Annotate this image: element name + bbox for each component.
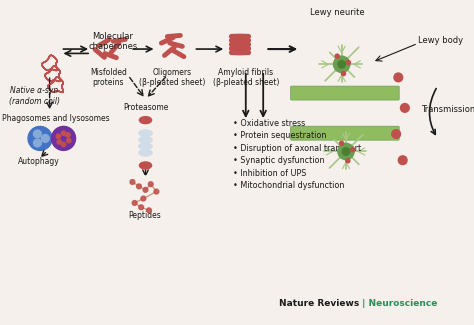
Text: Lewy body: Lewy body [418,35,463,45]
Circle shape [62,142,66,147]
Circle shape [34,139,41,147]
Circle shape [139,205,144,210]
Ellipse shape [138,149,153,156]
Text: Native α-syn
(random coil): Native α-syn (random coil) [9,86,60,106]
Text: Molecular
chaperones: Molecular chaperones [88,32,137,51]
Ellipse shape [52,126,75,150]
FancyArrowPatch shape [429,88,436,134]
Circle shape [143,188,148,192]
Ellipse shape [139,162,152,169]
Circle shape [56,134,61,138]
Text: Amyloid fibrils
(β-pleated sheet): Amyloid fibrils (β-pleated sheet) [212,68,279,87]
Text: • Oxidative stress
• Protein sequestration
• Disruption of axonal transport
• Sy: • Oxidative stress • Protein sequestrati… [233,119,361,190]
Circle shape [346,60,350,64]
FancyBboxPatch shape [291,126,399,140]
Text: Peptides: Peptides [128,211,161,220]
Text: Nature Reviews: Nature Reviews [279,299,359,308]
Text: Transmission: Transmission [421,105,474,114]
Circle shape [148,182,153,187]
Circle shape [62,131,66,136]
Circle shape [130,180,135,184]
Circle shape [338,60,346,68]
Ellipse shape [138,136,153,143]
Text: | Neuroscience: | Neuroscience [359,299,438,308]
Circle shape [41,135,49,142]
Text: Lewy neurite: Lewy neurite [310,8,365,18]
Circle shape [346,159,350,163]
Circle shape [154,189,159,194]
Circle shape [338,143,354,160]
Circle shape [334,56,350,72]
FancyBboxPatch shape [291,86,399,100]
Circle shape [137,184,141,189]
Text: Autophagy: Autophagy [18,157,60,166]
Circle shape [34,130,41,138]
Text: Misfolded
proteins: Misfolded proteins [90,68,127,87]
Ellipse shape [138,130,153,137]
Text: Phagosomes and lysosomes: Phagosomes and lysosomes [2,114,110,124]
Circle shape [132,201,137,205]
Circle shape [342,148,350,155]
Text: Oligomers
(β-pleated sheet): Oligomers (β-pleated sheet) [139,68,206,87]
Circle shape [66,133,70,137]
Circle shape [401,104,409,112]
Circle shape [351,148,355,152]
Circle shape [339,141,344,145]
Ellipse shape [138,143,153,150]
Circle shape [398,156,407,164]
Text: Proteasome: Proteasome [123,103,168,112]
Ellipse shape [28,126,52,150]
Circle shape [392,130,401,138]
Circle shape [57,140,62,144]
Circle shape [67,138,71,143]
Circle shape [341,72,346,76]
Circle shape [335,54,339,58]
Ellipse shape [139,117,152,124]
Circle shape [146,208,151,213]
Circle shape [141,196,146,201]
Circle shape [394,73,403,82]
